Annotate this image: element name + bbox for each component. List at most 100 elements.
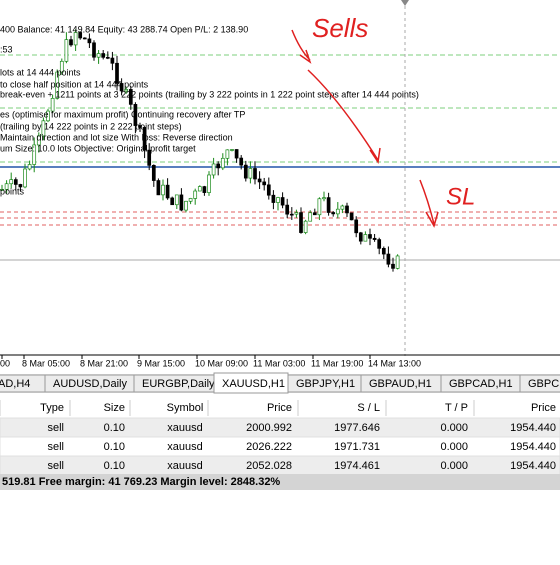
table-cell: 0.000: [440, 460, 468, 472]
candle-body: [78, 32, 83, 39]
chart-note: to close half position at 14 444 points: [0, 79, 149, 89]
handwriting: [291, 29, 439, 228]
trade-table: Type Size Symbol Price S / L T / P Price sell 0.…: [0, 398, 560, 476]
chart-note: points: [0, 186, 25, 196]
candle-body: [340, 205, 345, 210]
table-cell: 1977.646: [334, 422, 380, 434]
candle-body: [271, 194, 276, 203]
candle-body: [18, 184, 23, 188]
candle-body: [276, 197, 280, 203]
candle-body: [335, 208, 340, 215]
tab-label[interactable]: AD,H4: [0, 378, 30, 390]
chart-note: :53: [0, 44, 13, 54]
table-cell: sell: [47, 422, 64, 434]
candle-body: [257, 178, 262, 183]
table-cell: xauusd: [167, 460, 202, 472]
candle-body: [69, 39, 73, 46]
candle-body: [372, 237, 377, 240]
candle-body: [280, 197, 285, 206]
tab[interactable]: [519, 374, 560, 393]
candle-body: [151, 165, 156, 181]
candle-body: [110, 57, 115, 64]
candle-body: [165, 184, 170, 199]
candle-body: [349, 212, 354, 221]
table-cell: 1971.731: [334, 441, 380, 453]
table-cell: 2052.028: [246, 460, 292, 472]
table-cell: 2000.992: [246, 422, 292, 434]
levels: [0, 0, 560, 356]
candle-body: [156, 180, 161, 196]
candle-body: [41, 120, 46, 137]
tab-label[interactable]: XAUUSD,H1: [222, 378, 285, 390]
candle-body: [262, 181, 267, 186]
candle-body: [266, 184, 271, 196]
table-cell: 1954.440: [510, 422, 556, 434]
table-cell: xauusd: [167, 441, 202, 453]
table-cell: 0.000: [440, 422, 468, 434]
candle-body: [368, 234, 372, 239]
candle-body: [358, 232, 363, 242]
x-tick-label: 14 Mar 13:00: [368, 358, 421, 368]
candle-body: [331, 212, 336, 215]
candle-body: [174, 194, 179, 206]
candle-body: [55, 71, 60, 99]
tab-label[interactable]: EURGBP,Daily: [142, 378, 215, 390]
candle-body: [345, 205, 349, 214]
notes: :53 lots at 14 444 points to close half po…: [0, 44, 419, 196]
table-cell: 1974.461: [334, 460, 380, 472]
candle-body: [23, 168, 27, 188]
candle-body: [303, 220, 308, 233]
account-info: 400 Balance: 41 149.84 Equity: 43 288.74…: [0, 24, 248, 34]
tab-label[interactable]: GBPJPY,H1: [296, 378, 355, 390]
candle-body: [124, 89, 129, 92]
candle-body: [216, 163, 221, 169]
candle-body: [211, 163, 216, 176]
candle-body: [161, 184, 165, 196]
candle-body: [230, 149, 234, 151]
tab-label[interactable]: AUDUSD,Daily: [53, 378, 127, 390]
tab-label[interactable]: GBPAUD,H1: [369, 378, 432, 390]
candle-body: [105, 56, 110, 59]
candle-body: [138, 125, 142, 128]
candle-body: [59, 60, 64, 73]
candle-body: [294, 212, 299, 215]
candle-body: [197, 186, 202, 192]
candle-body: [9, 179, 14, 185]
chart-note: lots at 14 444 points: [0, 67, 81, 77]
candle-body: [391, 263, 395, 269]
x-tick-label: 11 Mar 19:00: [311, 358, 363, 368]
x-tick-label: 00: [0, 358, 10, 368]
candle-body: [119, 83, 124, 92]
candle-body: [234, 149, 239, 159]
candle-body: [202, 186, 207, 193]
x-axis: 00 8 Mar 05:00 8 Mar 21:00 9 Mar 15:00 10 Ma…: [0, 355, 421, 368]
candle-body: [0, 188, 4, 191]
candle-body: [322, 197, 326, 200]
candles: [0, 29, 400, 272]
candle-body: [312, 212, 317, 216]
candle-body: [225, 149, 230, 159]
candle-body: [354, 219, 359, 234]
x-tick-label: 10 Mar 09:00: [195, 358, 248, 368]
tab-label[interactable]: GBPCAD,H1: [449, 378, 513, 390]
candle-body: [170, 197, 175, 206]
candle-body: [13, 179, 18, 185]
candle-body: [289, 213, 294, 216]
candle-body: [363, 234, 368, 242]
chart-note: Maintain direction and lot size With los…: [0, 132, 233, 142]
tabs: AD,H4 AUDUSD,Daily EURGBP,Daily XAUUSD,H1 GB…: [0, 372, 560, 394]
candle-body: [239, 157, 244, 166]
candle-body: [184, 200, 188, 211]
chart-note: es (optimise for maximum profit) Continu…: [0, 109, 245, 119]
x-tick-label: 8 Mar 05:00: [22, 358, 70, 368]
table-header: [0, 398, 560, 418]
tab-label[interactable]: GBPCH: [528, 378, 560, 390]
column-header: Size: [104, 402, 125, 414]
candle-body: [87, 38, 92, 44]
candle-body: [128, 89, 133, 105]
candle-body: [82, 37, 87, 40]
x-tick-label: 8 Mar 21:00: [80, 358, 128, 368]
table-cell: sell: [47, 441, 64, 453]
column-header: Price: [531, 402, 556, 414]
